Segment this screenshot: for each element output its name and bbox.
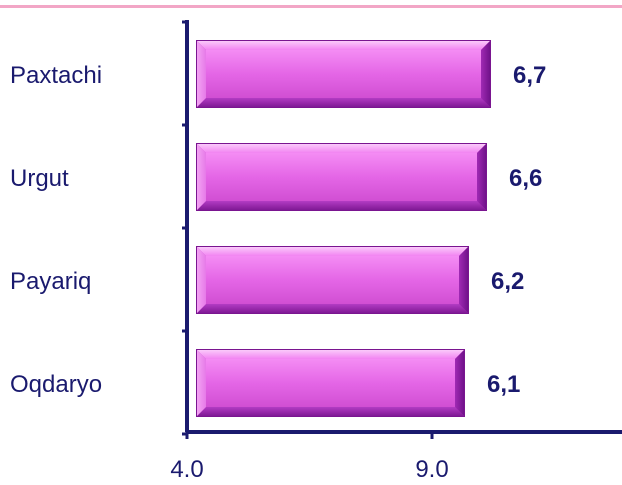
bar-bevel-bottom xyxy=(196,201,487,211)
bar-bevel-top xyxy=(196,143,487,153)
x-tick-label: 9.0 xyxy=(415,456,448,483)
value-label: 6,7 xyxy=(513,62,546,89)
bar-outline xyxy=(196,246,469,314)
bar xyxy=(196,143,487,211)
bar-bevel-right xyxy=(477,143,487,211)
bar xyxy=(196,349,465,417)
bar-face xyxy=(206,359,455,407)
bar-bevel-top xyxy=(196,246,469,256)
value-label: 6,2 xyxy=(491,268,524,295)
bar-face xyxy=(206,256,459,304)
category-label: Payariq xyxy=(10,268,91,295)
bar-bevel-bottom xyxy=(196,304,469,314)
bar xyxy=(196,40,491,108)
category-label: Oqdaryo xyxy=(10,371,102,398)
bar-bevel-right xyxy=(455,349,465,417)
bar-outline xyxy=(196,349,465,417)
bar-bevel-bottom xyxy=(196,407,465,417)
bar-face xyxy=(206,153,477,201)
bar-bevel-top xyxy=(196,349,465,359)
bar-outline xyxy=(196,143,487,211)
bar-bevel-left xyxy=(196,40,206,108)
bar-bevel-bottom xyxy=(196,98,491,108)
category-label: Urgut xyxy=(10,165,69,192)
value-label: 6,6 xyxy=(509,165,542,192)
value-label: 6,1 xyxy=(487,371,520,398)
x-tick-label: 4.0 xyxy=(170,456,203,483)
bar-bevel-right xyxy=(481,40,491,108)
bar-bevel-left xyxy=(196,143,206,211)
bar xyxy=(196,246,469,314)
bar-bevel-right xyxy=(459,246,469,314)
bar-bevel-left xyxy=(196,349,206,417)
bar-outline xyxy=(196,40,491,108)
bar-bevel-left xyxy=(196,246,206,314)
category-label: Paxtachi xyxy=(10,62,102,89)
top-divider xyxy=(0,5,622,8)
bar-bevel-top xyxy=(196,40,491,50)
bar-face xyxy=(206,50,481,98)
